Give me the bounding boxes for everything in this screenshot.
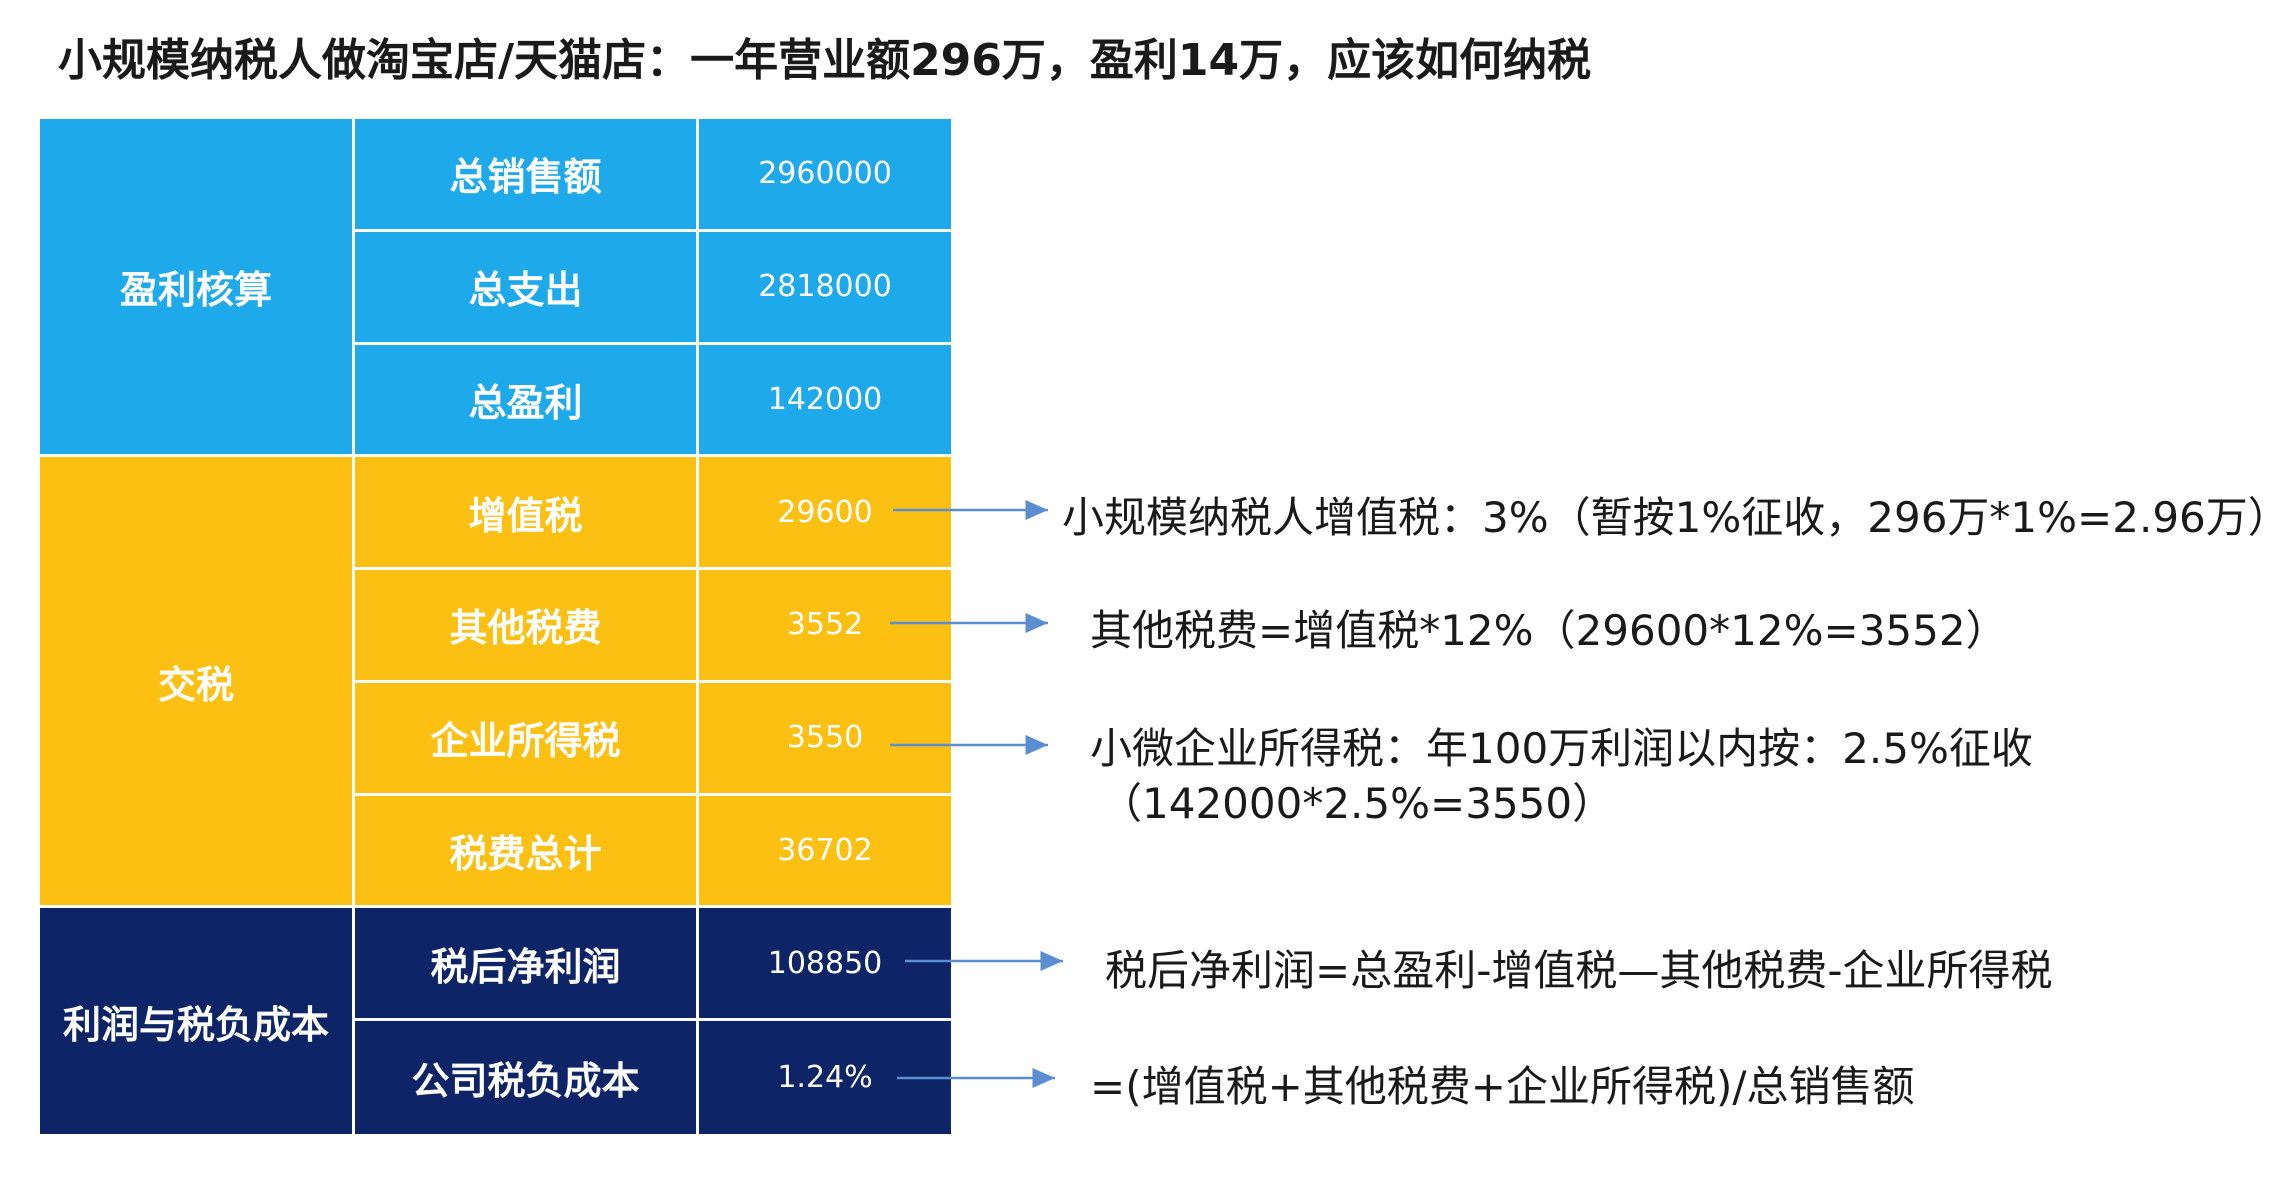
- note-other-taxes: 其他税费=增值税*12%（29600*12%=3552）: [1090, 606, 2008, 655]
- label-vat: 增值税: [355, 457, 699, 571]
- value-vat: 29600: [699, 457, 951, 571]
- category-profit-and-tax-cost: 利润与税负成本: [40, 908, 355, 1134]
- category-profit-accounting: 盈利核算: [40, 119, 355, 458]
- page-title: 小规模纳税人做淘宝店/天猫店：一年营业额296万，盈利14万，应该如何纳税: [58, 35, 1592, 86]
- label-total-sales: 总销售额: [355, 119, 699, 232]
- note-cit-line2: （142000*2.5%=3550）: [1100, 779, 1615, 828]
- tax-table: 盈利核算 交税 利润与税负成本 总销售额 2960000 总支出 2818000…: [40, 119, 951, 1134]
- value-total-profit: 142000: [699, 344, 951, 458]
- label-corporate-income-tax: 企业所得税: [355, 682, 699, 796]
- label-other-taxes: 其他税费: [355, 570, 699, 683]
- label-total-profit: 总盈利: [355, 344, 699, 458]
- note-net-profit: 税后净利润=总盈利-增值税—其他税费-企业所得税: [1105, 946, 2053, 995]
- label-tax-total: 税费总计: [355, 795, 699, 909]
- value-total-expense: 2818000: [699, 231, 951, 345]
- note-cit-line1: 小微企业所得税：年100万利润以内按：2.5%征收: [1090, 724, 2033, 773]
- category-taxes: 交税: [40, 457, 355, 909]
- value-tax-total: 36702: [699, 795, 951, 909]
- value-net-profit: 108850: [699, 908, 951, 1022]
- value-total-sales: 2960000: [699, 119, 951, 232]
- label-total-expense: 总支出: [355, 231, 699, 345]
- label-tax-burden: 公司税负成本: [355, 1021, 699, 1134]
- value-other-taxes: 3552: [699, 570, 951, 683]
- label-net-profit: 税后净利润: [355, 908, 699, 1022]
- value-corporate-income-tax: 3550: [699, 682, 951, 796]
- note-tax-burden: =(增值税+其他税费+企业所得税)/总销售额: [1090, 1062, 1915, 1111]
- value-tax-burden: 1.24%: [699, 1021, 951, 1134]
- note-vat: 小规模纳税人增值税：3%（暂按1%征收，296万*1%=2.96万）: [1062, 493, 2271, 542]
